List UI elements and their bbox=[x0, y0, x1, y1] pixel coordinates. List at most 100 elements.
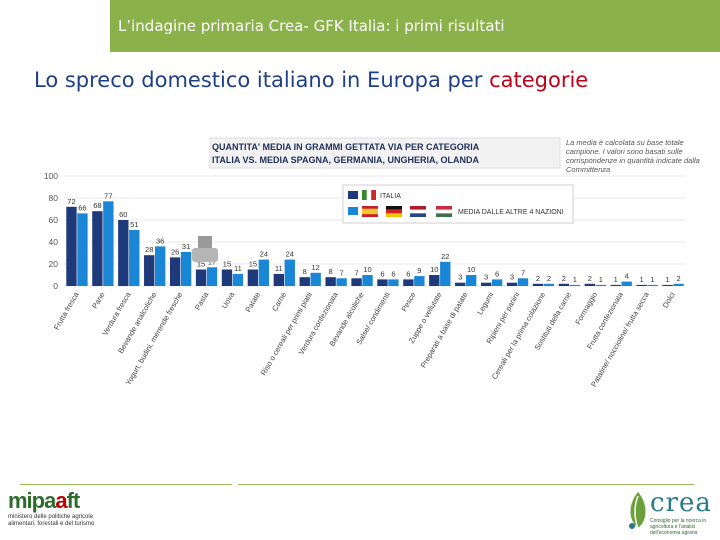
data-label: 4 bbox=[625, 272, 629, 281]
data-label: 8 bbox=[329, 267, 333, 276]
x-tick-label: Pane bbox=[90, 291, 107, 311]
legend-label-media: MEDIA DALLE ALTRE 4 NAZIONI bbox=[458, 209, 564, 216]
y-tick-label: 100 bbox=[44, 171, 58, 181]
crea-logo: crea Consiglio per la ricerca in agricol… bbox=[626, 488, 718, 536]
data-label: 3 bbox=[458, 273, 462, 282]
bar-italia-20 bbox=[584, 283, 595, 286]
bar-italia-15 bbox=[455, 282, 466, 286]
bar-italia-2 bbox=[118, 220, 129, 286]
data-label: 6 bbox=[391, 269, 395, 278]
bar-media-13 bbox=[414, 276, 425, 286]
flag-hungary-icon bbox=[436, 206, 452, 210]
data-label: 6 bbox=[495, 269, 499, 278]
data-label: 28 bbox=[145, 245, 153, 254]
slide-title-accent: categorie bbox=[489, 68, 589, 92]
y-tick-label: 60 bbox=[49, 215, 59, 225]
chart-heading-box bbox=[209, 137, 561, 169]
data-label: 10 bbox=[467, 265, 475, 274]
x-tick-label: Carne bbox=[270, 291, 288, 313]
data-label: 3 bbox=[510, 273, 514, 282]
data-label: 15 bbox=[197, 260, 205, 269]
data-label: 24 bbox=[260, 250, 268, 259]
bar-media-4 bbox=[180, 251, 192, 286]
bar-italia-14 bbox=[429, 275, 440, 286]
data-label: 1 bbox=[614, 275, 618, 284]
data-label: 11 bbox=[275, 264, 283, 273]
flag-italy-red bbox=[371, 190, 376, 200]
bar-italia-1 bbox=[92, 211, 103, 286]
mipaaft-logo-name: mipaaft bbox=[8, 488, 80, 513]
flag-netherlands-icon bbox=[410, 206, 426, 210]
data-label: 60 bbox=[119, 210, 127, 219]
chart-bars bbox=[66, 201, 684, 286]
bar-italia-21 bbox=[610, 284, 621, 286]
bar-media-19 bbox=[569, 284, 581, 286]
data-label: 31 bbox=[182, 242, 190, 251]
crea-leaf-icon bbox=[629, 492, 646, 529]
bar-media-14 bbox=[440, 261, 451, 286]
data-label: 3 bbox=[484, 273, 488, 282]
flag-germany-icon bbox=[386, 206, 402, 210]
bar-italia-6 bbox=[221, 269, 233, 286]
flag-germany-red bbox=[386, 209, 402, 214]
bar-italia-18 bbox=[532, 283, 544, 286]
chart-note-wrap: La media è calcolata su base totale camp… bbox=[566, 138, 700, 174]
bar-italia-17 bbox=[506, 282, 518, 286]
flag-germany-gold bbox=[386, 213, 402, 217]
x-tick-label: Patate bbox=[243, 291, 262, 314]
legend-swatch-media bbox=[348, 207, 358, 215]
mipaaft-logo: mipaaft ministero delle politiche agrico… bbox=[8, 488, 98, 528]
bar-media-16 bbox=[491, 279, 503, 286]
data-label: 77 bbox=[104, 191, 112, 200]
flag-hungary-green bbox=[436, 213, 452, 217]
crea-logo-subtitle: Consiglio per la ricerca in agricoltura … bbox=[650, 518, 707, 536]
footer-line-right bbox=[238, 484, 694, 485]
data-label: 8 bbox=[303, 267, 307, 276]
bar-media-5 bbox=[206, 267, 218, 286]
bar-media-22 bbox=[647, 284, 658, 286]
x-tick-label: Pesce bbox=[399, 291, 417, 314]
data-label: 2 bbox=[562, 274, 566, 283]
data-label: 36 bbox=[156, 236, 164, 245]
data-label: 6 bbox=[380, 269, 384, 278]
slide-title-main: Lo spreco domestico italiano in Europa p… bbox=[34, 68, 490, 92]
bar-media-6 bbox=[232, 273, 244, 286]
mipaaft-logo-subtitle: ministero delle politiche agricole alime… bbox=[8, 514, 95, 527]
header-title: L’indagine primaria Crea- GFK Italia: i … bbox=[118, 17, 505, 35]
flag-netherlands-blue bbox=[410, 213, 426, 217]
bar-italia-13 bbox=[403, 279, 414, 286]
bar-italia-22 bbox=[636, 284, 647, 286]
bar-media-8 bbox=[284, 259, 295, 286]
chart-note: La media è calcolata su base totale camp… bbox=[566, 138, 700, 174]
chart-title: QUANTITA' MEDIA IN GRAMMI GETTATA VIA PE… bbox=[212, 142, 480, 152]
data-label: 1 bbox=[640, 275, 644, 284]
data-label: 15 bbox=[223, 260, 231, 269]
data-label: 24 bbox=[286, 250, 294, 259]
bar-media-0 bbox=[77, 213, 88, 286]
bar-italia-10 bbox=[325, 277, 336, 286]
chart-subtitle: ITALIA VS. MEDIA SPAGNA, GERMANIA, UNGHE… bbox=[212, 155, 480, 165]
data-label: 12 bbox=[312, 263, 320, 272]
flag-italy-white bbox=[366, 190, 372, 200]
data-label: 7 bbox=[521, 268, 525, 277]
x-tick-label: Preparati a base di patate bbox=[419, 291, 470, 370]
bar-media-18 bbox=[543, 283, 555, 286]
data-label: 10 bbox=[363, 265, 371, 274]
y-axis-ticks: 0 20 40 60 80 100 bbox=[44, 171, 58, 291]
data-label: 9 bbox=[417, 266, 421, 275]
bar-media-7 bbox=[258, 259, 270, 286]
bar-italia-0 bbox=[66, 206, 77, 286]
y-tick-label: 0 bbox=[53, 281, 58, 291]
bar-media-11 bbox=[362, 275, 373, 286]
bar-media-3 bbox=[155, 246, 166, 286]
bar-italia-11 bbox=[351, 278, 362, 286]
chart-legend: ITALIA MEDIA DALLE ALTRE 4 NAZIONI bbox=[342, 184, 574, 224]
bar-media-21 bbox=[621, 281, 632, 286]
slide-title: Lo spreco domestico italiano in Europa p… bbox=[34, 68, 588, 92]
legend-swatch-italia bbox=[348, 191, 358, 199]
y-tick-label: 80 bbox=[49, 193, 59, 203]
data-label: 2 bbox=[547, 274, 551, 283]
data-label: 2 bbox=[536, 274, 540, 283]
x-tick-label: Pasta bbox=[193, 290, 211, 312]
data-label: 22 bbox=[441, 252, 449, 261]
